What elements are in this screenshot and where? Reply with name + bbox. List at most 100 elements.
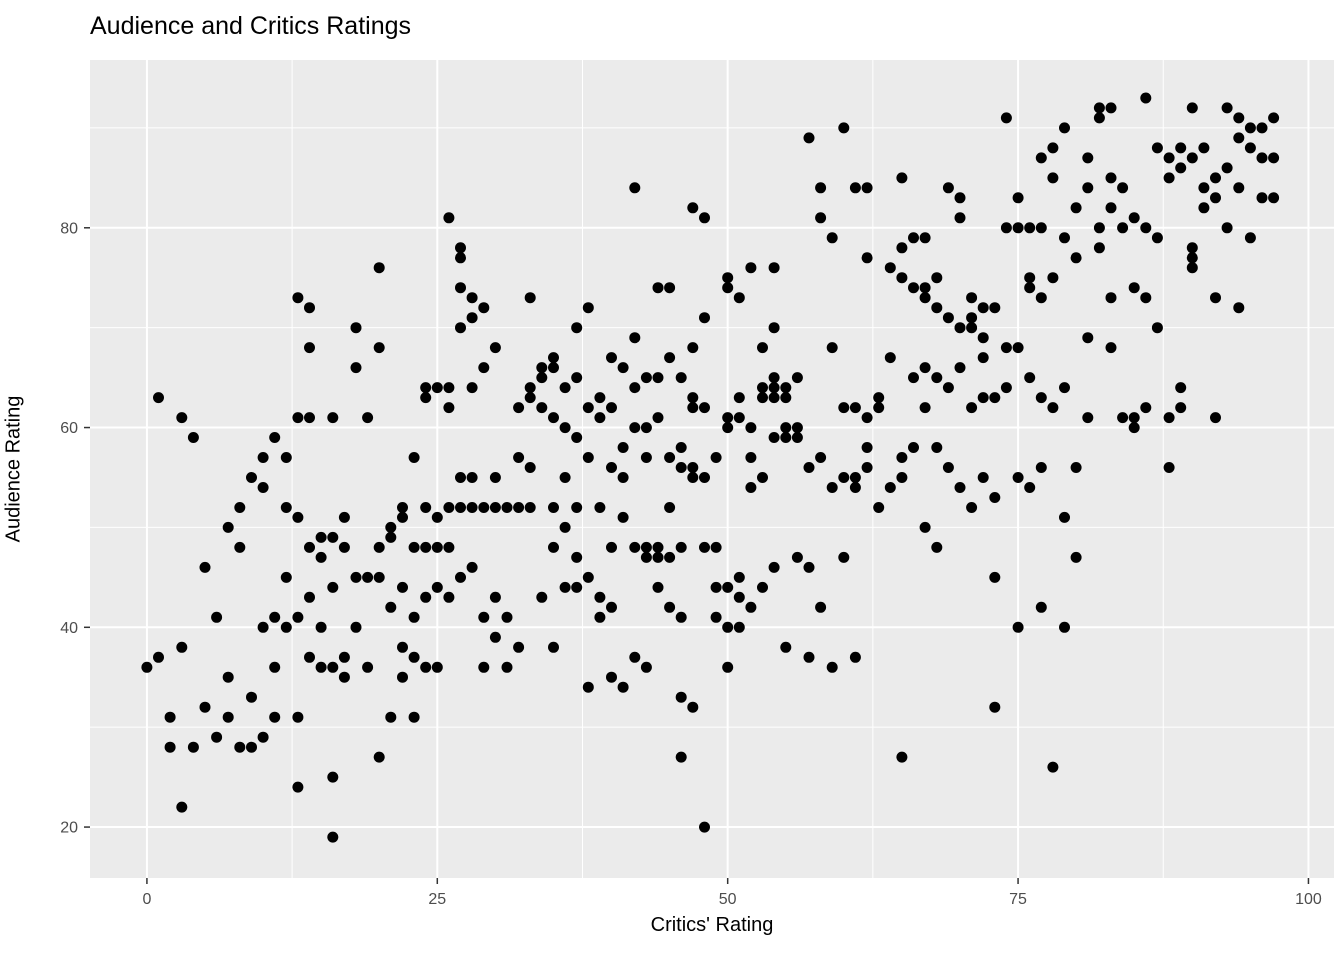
x-tick-label: 25: [428, 891, 446, 908]
data-point: [373, 342, 385, 354]
data-point: [1151, 322, 1163, 334]
data-point: [582, 452, 594, 463]
data-point: [791, 551, 803, 563]
data-point: [176, 641, 188, 653]
data-point: [1233, 302, 1245, 314]
data-point: [292, 292, 304, 304]
data-point: [768, 432, 780, 443]
data-point: [745, 601, 757, 613]
data-point: [1024, 372, 1036, 384]
data-point: [1186, 102, 1198, 114]
data-point: [1093, 222, 1105, 234]
data-point: [420, 591, 432, 603]
data-point: [141, 661, 153, 673]
data-point: [350, 362, 362, 374]
data-point: [1035, 292, 1047, 304]
data-point: [338, 541, 350, 553]
x-axis-title: Critics' Rating: [650, 914, 774, 936]
data-point: [803, 462, 815, 473]
data-point: [989, 392, 1001, 404]
data-point: [757, 581, 768, 593]
data-point: [536, 591, 548, 603]
data-point: [873, 392, 885, 404]
data-point: [548, 412, 559, 424]
data-point: [745, 452, 757, 463]
data-point: [896, 751, 908, 763]
data-point: [466, 502, 478, 513]
data-point: [385, 531, 397, 543]
data-point: [838, 472, 850, 483]
data-point: [524, 392, 536, 404]
data-point: [640, 452, 652, 463]
data-point: [664, 282, 676, 294]
data-point: [1093, 242, 1105, 254]
data-point: [222, 671, 234, 683]
data-point: [455, 502, 466, 513]
data-point: [489, 631, 501, 643]
data-point: [559, 472, 571, 483]
data-point: [1000, 222, 1012, 234]
data-point: [1233, 112, 1245, 124]
data-point: [164, 711, 176, 723]
data-point: [315, 621, 327, 633]
data-point: [385, 711, 397, 723]
data-point: [478, 502, 490, 513]
data-point: [722, 581, 734, 593]
data-point: [548, 641, 559, 653]
data-point: [931, 541, 943, 553]
data-point: [1175, 382, 1187, 394]
data-point: [629, 651, 641, 663]
data-point: [1012, 222, 1024, 234]
data-point: [408, 651, 420, 663]
data-point: [791, 432, 803, 443]
data-point: [722, 422, 734, 434]
data-point: [1000, 112, 1012, 124]
data-point: [908, 232, 919, 244]
data-point: [513, 402, 525, 414]
data-point: [966, 292, 978, 304]
data-point: [780, 641, 792, 653]
data-point: [1210, 192, 1221, 204]
data-point: [652, 581, 664, 593]
data-point: [780, 392, 792, 404]
data-point: [768, 561, 780, 573]
data-point: [606, 352, 617, 364]
data-point: [710, 452, 722, 463]
data-point: [815, 182, 827, 194]
data-point: [1105, 292, 1117, 304]
data-point: [1233, 182, 1245, 194]
data-point: [489, 472, 501, 483]
data-point: [942, 312, 954, 324]
data-point: [1198, 202, 1210, 214]
data-point: [617, 442, 629, 453]
data-point: [246, 741, 257, 753]
data-point: [722, 282, 734, 294]
data-point: [571, 372, 583, 384]
data-point: [664, 551, 676, 563]
data-point: [884, 352, 896, 364]
data-point: [478, 661, 490, 673]
data-point: [1035, 222, 1047, 234]
data-point: [733, 392, 745, 404]
data-point: [1059, 122, 1070, 134]
data-point: [373, 571, 385, 583]
data-point: [524, 462, 536, 473]
data-point: [431, 581, 443, 593]
data-point: [629, 422, 641, 434]
data-point: [455, 322, 466, 334]
data-point: [1128, 422, 1140, 434]
data-point: [815, 212, 827, 224]
y-tick-label: 20: [60, 820, 78, 837]
data-point: [1221, 102, 1233, 114]
data-point: [675, 442, 687, 453]
data-point: [745, 422, 757, 434]
data-point: [1070, 551, 1082, 563]
data-point: [211, 731, 223, 743]
data-point: [338, 671, 350, 683]
data-point: [350, 621, 362, 633]
data-point: [431, 382, 443, 394]
data-point: [280, 571, 292, 583]
y-tick-label: 80: [60, 220, 78, 237]
data-point: [548, 352, 559, 364]
data-point: [652, 551, 664, 563]
